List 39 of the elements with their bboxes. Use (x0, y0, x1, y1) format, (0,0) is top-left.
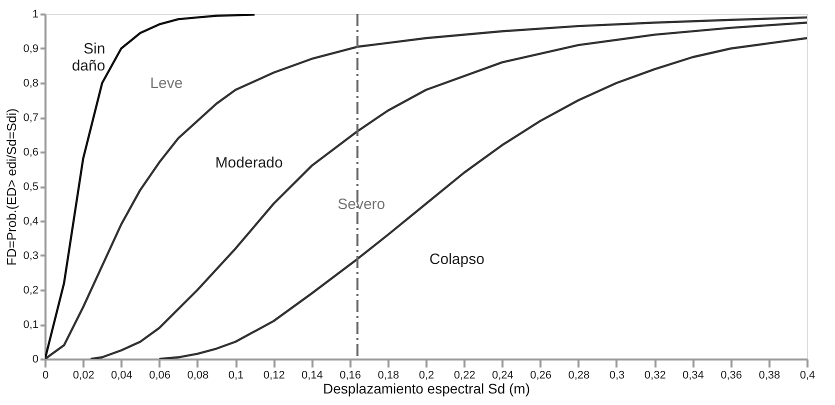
x-tick-label: 0,12 (263, 370, 285, 382)
annotation: Colapso (429, 250, 484, 268)
x-tick-label: 0 (42, 370, 49, 382)
x-tick-label: 0,3 (609, 370, 625, 382)
y-tick-label: 1 (32, 8, 38, 20)
y-tick-label: 0,2 (23, 284, 38, 296)
x-axis-title: Desplazamiento espectral Sd (m) (323, 380, 530, 396)
x-tick-label: 0,02 (72, 370, 94, 382)
x-tick-label: 0,34 (682, 370, 704, 382)
x-tick-label: 0,14 (301, 370, 323, 382)
x-tick-label: 0,16 (340, 370, 362, 382)
y-tick-label: 0,4 (23, 216, 38, 228)
y-tick-label: 0,6 (23, 146, 38, 158)
annotation: Leve (150, 75, 183, 92)
x-tick-label: 0,4 (800, 370, 816, 382)
y-tick-label: 0,1 (23, 319, 38, 331)
y-tick-label: 0,9 (23, 43, 38, 55)
x-tick-label: 0,22 (454, 370, 476, 382)
y-tick-label: 0,7 (23, 112, 38, 124)
x-tick-label: 0,1 (228, 370, 244, 382)
y-axis-title: FD=Prob.(ED> edi/Sd=Sdi) (4, 108, 20, 266)
x-tick-label: 0,06 (149, 370, 171, 382)
x-tick-label: 0,36 (720, 370, 742, 382)
x-tick-label: 0,04 (110, 370, 132, 382)
x-tick-label: 0,32 (644, 370, 666, 382)
x-tick-label: 0,18 (378, 370, 400, 382)
x-tick-label: 0,2 (418, 370, 434, 382)
y-tick-label: 0,5 (23, 181, 38, 193)
y-tick-label: 0,3 (23, 250, 38, 262)
y-tick-label: 0,8 (23, 78, 38, 90)
x-tick-label: 0,28 (568, 370, 590, 382)
annotation: Moderado (215, 154, 283, 172)
x-tick-label: 0,08 (187, 370, 209, 382)
x-tick-label: 0,24 (492, 370, 514, 382)
x-tick-label: 0,38 (758, 370, 780, 382)
x-tick-label: 0,26 (530, 370, 552, 382)
annotation: Sin daño (72, 40, 106, 74)
annotation: Severo (338, 196, 386, 213)
y-tick-label: 0 (32, 354, 38, 366)
